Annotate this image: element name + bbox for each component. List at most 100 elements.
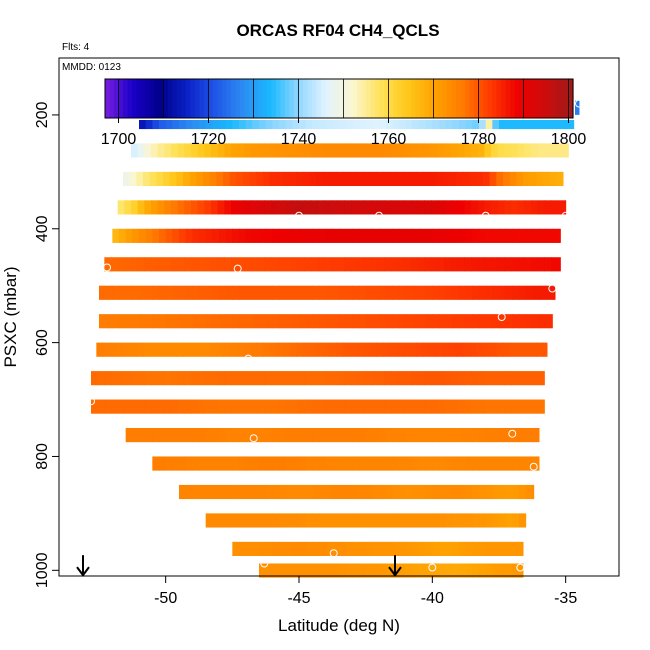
heatmap-cell xyxy=(259,513,267,528)
heatmap-cell xyxy=(285,456,293,471)
heatmap-cell xyxy=(485,114,493,130)
heatmap-cell xyxy=(432,541,440,557)
heatmap-cell xyxy=(372,114,380,130)
heatmap-cell xyxy=(364,257,372,272)
heatmap-cell xyxy=(523,342,531,357)
heatmap-cell xyxy=(131,399,139,414)
colorbar-swatch xyxy=(316,79,322,118)
heatmap-cell xyxy=(171,257,179,272)
heatmap-cell xyxy=(492,563,500,578)
heatmap-cell xyxy=(332,563,340,578)
heatmap-cell xyxy=(412,541,420,557)
heatmap-cell xyxy=(183,171,191,187)
heatmap-cell xyxy=(491,257,499,272)
heatmap-cell xyxy=(552,228,560,243)
heatmap-cell xyxy=(229,171,237,187)
heatmap-cell xyxy=(184,200,192,215)
heatmap-cell xyxy=(277,371,285,386)
colorbar-swatch xyxy=(276,79,282,118)
heatmap-cell xyxy=(397,200,405,215)
heatmap-cell xyxy=(264,371,272,386)
heatmap-cell xyxy=(205,456,213,471)
heatmap-cell xyxy=(285,563,293,578)
heatmap-cell xyxy=(305,428,313,443)
heatmap-cell xyxy=(325,285,333,300)
heatmap-cell xyxy=(409,171,417,187)
heatmap-cell xyxy=(383,342,391,357)
heatmap-cell xyxy=(191,371,199,386)
heatmap-cell xyxy=(204,200,212,215)
heatmap-cell xyxy=(543,342,548,357)
heatmap-cell xyxy=(524,371,532,386)
heatmap-cell xyxy=(465,428,473,443)
heatmap-cell xyxy=(359,114,367,130)
heatmap-cell xyxy=(291,257,299,272)
heatmap-cell xyxy=(244,371,252,386)
sample-point xyxy=(87,397,95,406)
heatmap-cell xyxy=(352,285,360,300)
heatmap-cell xyxy=(357,371,365,386)
heatmap-cell xyxy=(297,143,305,158)
heatmap-cell xyxy=(143,342,151,357)
heatmap-cell xyxy=(177,200,185,215)
heatmap-cell xyxy=(377,371,385,386)
colorbar-swatch xyxy=(343,79,349,118)
heatmap-cell xyxy=(279,513,287,528)
heatmap-cell xyxy=(419,563,427,578)
heatmap-cell xyxy=(343,342,351,357)
heatmap-cell xyxy=(416,342,424,357)
heatmap-cell xyxy=(479,541,487,557)
heatmap-cell xyxy=(485,228,493,243)
heatmap-cell xyxy=(471,399,479,414)
heatmap-cell xyxy=(425,541,433,557)
colorbar-swatch xyxy=(474,79,480,118)
heatmap-cell xyxy=(424,399,432,414)
heatmap-cell xyxy=(485,314,493,329)
heatmap-cell xyxy=(384,143,392,158)
heatmap-cell xyxy=(504,200,512,215)
plot-frame xyxy=(58,57,620,577)
heatmap-cell xyxy=(332,541,340,557)
heatmap-cell xyxy=(312,484,320,500)
heatmap-cell xyxy=(283,171,291,187)
heatmap-cell xyxy=(557,257,561,272)
heatmap-cell xyxy=(117,257,125,272)
heatmap-cell xyxy=(137,257,145,272)
heatmap-cell xyxy=(244,143,252,158)
heatmap-cell xyxy=(405,484,413,500)
heatmap-cell xyxy=(299,428,307,443)
colorbar-swatch xyxy=(379,79,385,118)
heatmap-cell xyxy=(484,257,492,272)
heatmap-cell xyxy=(512,513,520,528)
heatmap-cell xyxy=(392,513,400,528)
heatmap-cell xyxy=(311,399,319,414)
heatmap-cell xyxy=(265,314,273,329)
heatmap-cell xyxy=(365,541,373,557)
heatmap-cell xyxy=(292,484,300,500)
heatmap-cell xyxy=(459,285,467,300)
heatmap-cell xyxy=(157,143,165,158)
sample-point xyxy=(233,264,242,273)
heatmap-cell xyxy=(231,399,239,414)
sample-point xyxy=(489,247,498,256)
heatmap-cell xyxy=(377,399,385,414)
heatmap-cell xyxy=(232,228,240,243)
heatmap-cell xyxy=(159,114,167,130)
heatmap-cell xyxy=(123,171,131,187)
heatmap-cell xyxy=(499,456,507,471)
heatmap-cell xyxy=(229,342,237,357)
heatmap-cell xyxy=(423,171,431,187)
colorbar-swatch xyxy=(213,79,219,118)
heatmap-cell xyxy=(351,200,359,215)
heatmap-cell xyxy=(172,228,180,243)
heatmap-cell xyxy=(264,257,272,272)
heatmap-cell xyxy=(417,399,425,414)
heatmap-cell xyxy=(112,285,120,300)
heatmap-cell xyxy=(365,456,373,471)
colorbar-tick-label: 1720 xyxy=(191,131,227,148)
heatmap-cell xyxy=(452,513,460,528)
heatmap-cell xyxy=(359,541,367,557)
heatmap-cell xyxy=(425,314,433,329)
heatmap-cell xyxy=(399,484,407,500)
heatmap-cell xyxy=(499,541,507,557)
